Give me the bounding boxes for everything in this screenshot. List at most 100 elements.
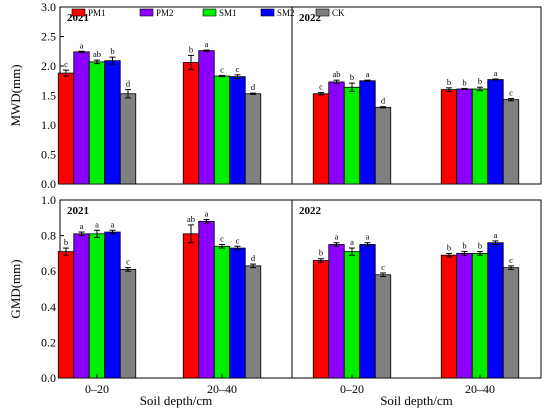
legend-label: SM2	[277, 8, 295, 18]
bar	[440, 89, 458, 185]
y-tick-label: 0.0	[41, 371, 56, 385]
bar	[57, 72, 75, 185]
significance-letter: a	[80, 221, 84, 231]
legend-swatch	[202, 8, 217, 17]
y-tick-label: 2.5	[41, 30, 56, 44]
bar	[229, 76, 246, 185]
bar	[213, 245, 231, 379]
bar	[312, 260, 330, 379]
y-tick-label: 2.0	[41, 59, 56, 73]
y-tick-label: 3.0	[41, 0, 56, 14]
bar	[73, 233, 90, 379]
legend-swatch	[315, 8, 330, 17]
significance-letter: b	[478, 76, 482, 86]
significance-letter: a	[350, 237, 354, 247]
bar	[343, 251, 361, 379]
bar	[198, 220, 215, 379]
significance-letter: c	[126, 257, 130, 267]
bar	[487, 242, 504, 379]
bar	[456, 88, 473, 185]
significance-letter: c	[319, 82, 323, 92]
y-tick-label: 1.5	[41, 89, 56, 103]
panel-year-label: 2021	[67, 205, 89, 217]
bar	[198, 50, 215, 185]
y-tick-label: 1.0	[41, 193, 56, 207]
significance-letter: a	[494, 68, 498, 78]
bar	[119, 269, 137, 379]
bar	[359, 80, 376, 185]
bar	[328, 244, 345, 379]
bar	[88, 233, 106, 379]
legend-swatch	[260, 8, 275, 17]
significance-letter: c	[381, 262, 385, 272]
significance-letter: d	[251, 82, 256, 92]
x-tick-label: 20–40	[465, 382, 495, 396]
significance-letter: b	[447, 77, 451, 87]
significance-letter: b	[110, 46, 114, 56]
significance-letter: a	[111, 219, 115, 229]
bar	[343, 86, 361, 185]
x-tick-label: 0–20	[85, 382, 109, 396]
bar	[244, 93, 262, 185]
bar	[487, 79, 504, 185]
bar	[312, 93, 330, 185]
bar	[471, 88, 489, 185]
significance-letter: d	[381, 96, 386, 106]
y-tick-label: 0.5	[41, 148, 56, 162]
y-tick-label: 1.0	[41, 118, 56, 132]
legend-label: SM1	[219, 8, 237, 18]
y-tick-label: 0.6	[41, 264, 56, 278]
significance-letter: b	[447, 242, 451, 252]
significance-letter: a	[95, 219, 99, 229]
significance-letter: a	[205, 39, 209, 49]
bar	[502, 267, 520, 379]
bar	[456, 252, 473, 379]
significance-letter: a	[366, 69, 370, 79]
significance-letter: ab	[93, 49, 101, 59]
significance-letter: a	[80, 40, 84, 50]
significance-letter: c	[509, 255, 513, 265]
bar	[502, 99, 520, 185]
bar	[374, 274, 392, 379]
significance-letter: b	[462, 77, 466, 87]
significance-letter: ab	[332, 69, 340, 79]
bar	[359, 244, 376, 379]
legend-swatch	[139, 8, 154, 17]
bar	[471, 252, 489, 379]
bar	[104, 60, 121, 185]
significance-letter: a	[366, 232, 370, 242]
bar	[328, 81, 345, 185]
significance-letter: b	[319, 248, 323, 258]
y-tick-label: 0.2	[41, 335, 56, 349]
bar	[182, 233, 200, 379]
bar	[213, 75, 231, 185]
significance-letter: b	[350, 72, 354, 82]
significance-letter: c	[509, 87, 513, 97]
legend-label: PM1	[88, 8, 106, 18]
y-tick-label: 0.0	[41, 177, 56, 191]
x-tick-label: 0–20	[340, 382, 364, 396]
significance-letter: c	[236, 235, 240, 245]
bar	[244, 265, 262, 379]
significance-letter: c	[64, 59, 68, 69]
bar	[229, 247, 246, 379]
bar	[119, 93, 137, 185]
significance-letter: a	[494, 230, 498, 240]
significance-letter: b	[478, 241, 482, 251]
significance-letter: d	[251, 253, 256, 263]
legend-label: CK	[332, 8, 345, 18]
bar	[440, 254, 458, 379]
bar	[73, 51, 90, 185]
y-tick-label: 0.4	[41, 300, 56, 314]
bar	[374, 106, 392, 185]
bar	[88, 61, 106, 185]
legend-label: PM2	[156, 8, 174, 18]
significance-letter: c	[236, 64, 240, 74]
bar	[182, 62, 200, 185]
significance-letter: b	[64, 237, 68, 247]
significance-letter: ab	[187, 214, 195, 224]
significance-letter: d	[126, 79, 131, 89]
y-axis-label: GMD(mm)	[8, 259, 23, 318]
significance-letter: c	[220, 64, 224, 74]
